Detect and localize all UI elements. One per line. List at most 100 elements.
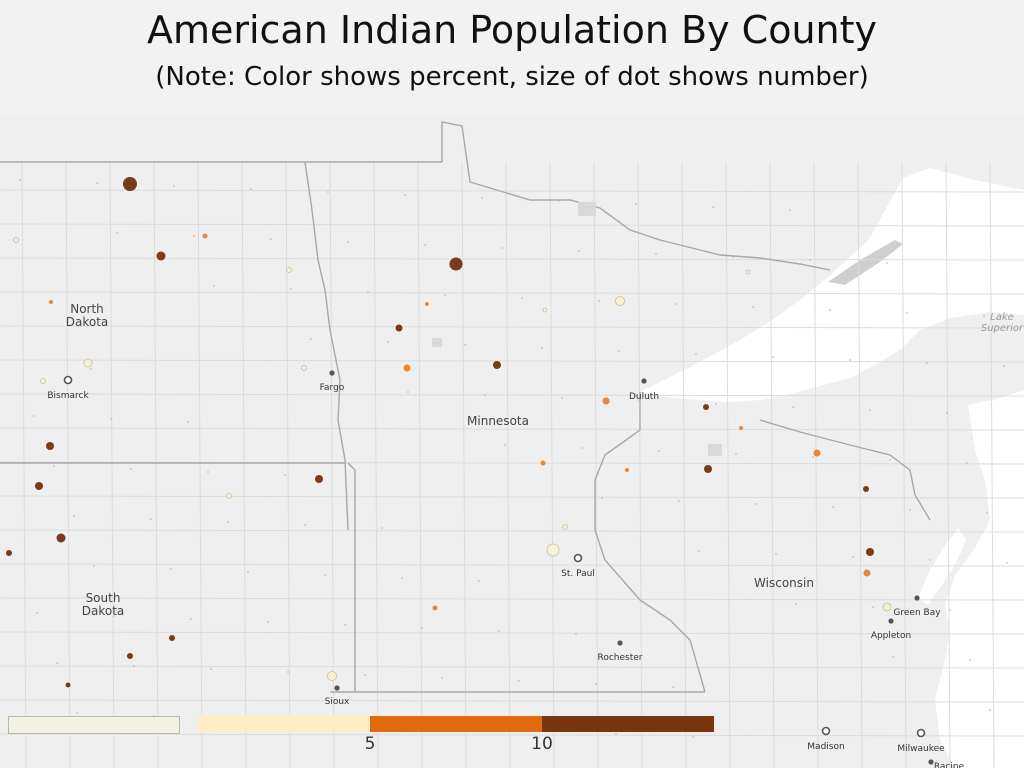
mn-wi-border <box>594 392 706 693</box>
county-centroid-dot <box>110 418 112 420</box>
county-dot-high <box>169 635 175 641</box>
wi-mi-border <box>759 419 931 521</box>
county-centroid-dot <box>150 518 152 520</box>
county-dot-low <box>542 307 548 313</box>
county-line <box>197 161 203 768</box>
county-line <box>0 563 1024 567</box>
county-centroid-dot <box>809 259 811 261</box>
county-centroid-dot <box>615 733 617 735</box>
county-centroid-dot <box>478 580 480 582</box>
county-dot-high <box>493 361 501 369</box>
county-dot-low <box>882 602 892 612</box>
county-centroid-dot <box>344 624 346 626</box>
county-centroid-dot <box>310 338 312 340</box>
county-line <box>0 325 1024 329</box>
county-centroid-dot <box>56 662 58 664</box>
county-centroid-dot <box>404 194 406 196</box>
color-legend: 5 10 <box>0 712 730 768</box>
county-centroid-dot <box>270 238 272 240</box>
county-centroid-dot <box>869 409 871 411</box>
county-centroid-dot <box>304 524 306 526</box>
county-centroid-dot <box>712 206 714 208</box>
county-centroid-dot <box>541 347 543 349</box>
county-centroid-dot <box>638 400 640 402</box>
city-marker-sioux <box>334 685 340 691</box>
county-centroid-dot <box>698 550 700 552</box>
county-map: North Dakota South Dakota Minnesota Wisc… <box>0 115 1024 768</box>
county-centroid-dot <box>672 686 674 688</box>
map-subtitle: (Note: Color shows percent, size of dot … <box>155 62 869 92</box>
county-centroid-dot <box>193 235 195 237</box>
county-dot-high <box>863 486 869 492</box>
county-dot-high <box>395 324 403 332</box>
county-dot-low <box>562 524 568 530</box>
county-centroid-dot <box>618 350 620 352</box>
county-line <box>153 161 159 768</box>
land-background <box>0 115 1024 768</box>
county-centroid-dot <box>889 459 891 461</box>
county-dot-high <box>156 251 166 261</box>
county-dot-high <box>703 404 709 410</box>
county-dot-mid <box>625 468 629 472</box>
county-centroid-dot <box>287 671 289 673</box>
county-centroid-dot <box>36 612 38 614</box>
county-centroid-dot <box>501 247 503 249</box>
state-label-north-dakota-line1: North <box>70 302 104 316</box>
nd-mn-border <box>304 161 349 531</box>
county-centroid-dot <box>906 312 908 314</box>
city-label-green-bay: Green Bay <box>893 608 941 618</box>
county-line <box>989 161 995 768</box>
county-dot-low <box>83 358 93 368</box>
county-centroid-dot <box>247 571 249 573</box>
county-line <box>0 597 1024 601</box>
city-marker-fargo <box>329 370 335 376</box>
county-centroid-dot <box>424 244 426 246</box>
county-centroid-dot <box>986 512 988 514</box>
county-centroid-dot <box>595 683 597 685</box>
county-centroid-dot <box>521 297 523 299</box>
county-centroid-dot <box>381 527 383 529</box>
county-dot-mid <box>540 460 546 466</box>
county-centroid-dot <box>421 627 423 629</box>
county-dot-high <box>46 442 54 450</box>
county-dot-low <box>745 269 751 275</box>
county-line <box>945 161 951 768</box>
county-centroid-dot <box>327 191 329 193</box>
county-dot-low <box>301 365 307 371</box>
county-dot-high <box>866 548 874 556</box>
county-centroid-dot <box>909 509 911 511</box>
county-centroid-dot <box>675 303 677 305</box>
county-centroid-dot <box>518 680 520 682</box>
city-marker-milwaukee <box>916 728 926 738</box>
county-dot-high <box>127 653 133 659</box>
city-label-racine: Racine <box>934 762 965 768</box>
county-dot-high <box>449 257 463 271</box>
state-label-north-dakota-line2: Dakota <box>66 315 109 329</box>
county-dot-mid <box>863 569 871 577</box>
county-centroid-dot <box>213 285 215 287</box>
legend-bin-high <box>542 716 714 732</box>
county-centroid-dot <box>775 553 777 555</box>
county-dot-high <box>35 482 43 490</box>
city-marker-st-paul <box>573 553 583 563</box>
city-label-st-paul: St. Paul <box>561 569 595 579</box>
county-line <box>0 665 1024 669</box>
county-dot-low <box>226 493 232 499</box>
county-dot-high <box>6 550 12 556</box>
county-centroid-dot <box>96 182 98 184</box>
county-centroid-dot <box>692 736 694 738</box>
state-label-south-dakota-line1: South <box>86 591 121 605</box>
county-dot-low <box>546 543 560 557</box>
county-centroid-dot <box>829 309 831 311</box>
county-centroid-dot <box>290 288 292 290</box>
county-centroid-dot <box>73 515 75 517</box>
state-label-south-dakota-line2: Dakota <box>82 604 125 618</box>
county-centroid-dot <box>558 200 560 202</box>
county-centroid-dot <box>772 356 774 358</box>
county-dot-mid <box>432 605 438 611</box>
county-dot-high <box>704 465 712 473</box>
lake-superior-label-line2: Superior <box>981 323 1024 334</box>
county-centroid-dot <box>578 250 580 252</box>
county-centroid-dot <box>575 633 577 635</box>
county-centroid-dot <box>598 300 600 302</box>
